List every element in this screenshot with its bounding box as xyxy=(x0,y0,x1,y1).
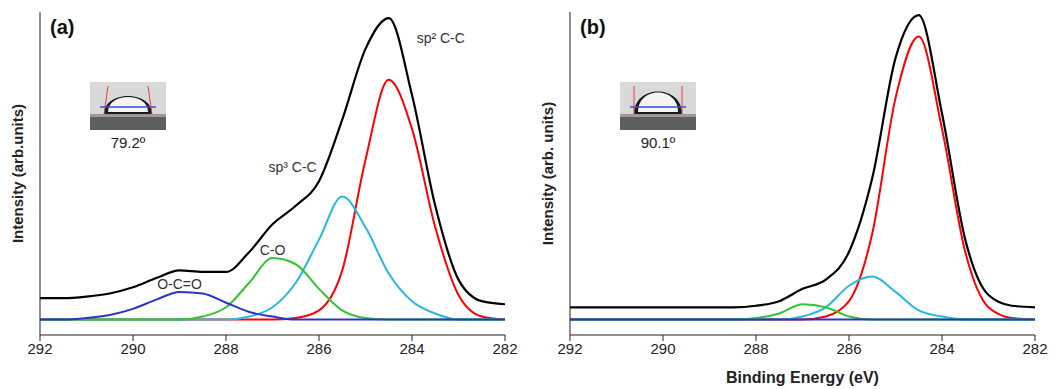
svg-text:Intensity (arb. units): Intensity (arb. units) xyxy=(539,102,556,245)
svg-text:282: 282 xyxy=(1022,340,1047,357)
svg-text:290: 290 xyxy=(650,340,675,357)
svg-text:284: 284 xyxy=(399,340,424,357)
svg-text:Intensity (arb.units): Intensity (arb.units) xyxy=(9,104,26,243)
svg-text:288: 288 xyxy=(743,340,768,357)
svg-text:286: 286 xyxy=(306,340,331,357)
svg-text:sp² C-C: sp² C-C xyxy=(417,30,465,46)
html-text:(a): (a) xyxy=(50,16,75,38)
svg-text:C-O: C-O xyxy=(260,242,286,258)
svg-text:288: 288 xyxy=(213,340,238,357)
svg-text:282: 282 xyxy=(492,340,517,357)
svg-text:sp³ C-C: sp³ C-C xyxy=(268,159,316,175)
html-text:(b): (b) xyxy=(580,16,606,38)
svg-text:286: 286 xyxy=(836,340,861,357)
svg-text:290: 290 xyxy=(120,340,145,357)
html-text:79.2º: 79.2º xyxy=(110,134,146,151)
svg-text:292: 292 xyxy=(27,340,52,357)
svg-text:O-C=O: O-C=O xyxy=(157,276,202,292)
svg-text:292: 292 xyxy=(557,340,582,357)
svg-text:Binding Energy (eV): Binding Energy (eV) xyxy=(726,369,879,386)
html-text:90.1º: 90.1º xyxy=(640,134,676,151)
svg-text:284: 284 xyxy=(929,340,954,357)
